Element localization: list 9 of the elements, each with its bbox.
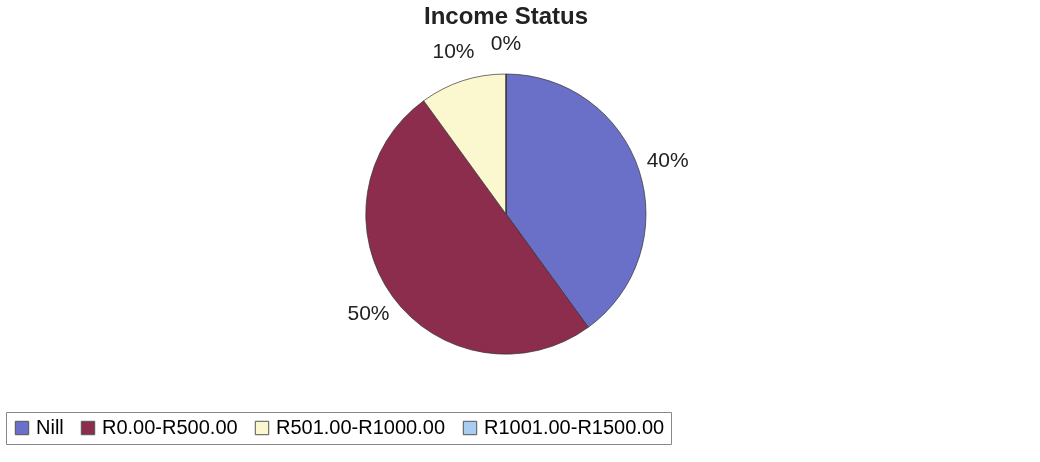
legend-label: Nill xyxy=(36,416,64,438)
legend-label: R1001.00-R1500.00 xyxy=(484,416,665,438)
legend-label: R0.00-R500.00 xyxy=(102,416,238,438)
legend-label: R501.00-R1000.00 xyxy=(276,416,446,438)
data-label: 10% xyxy=(432,39,475,63)
data-label: 40% xyxy=(646,148,689,172)
text: 0% xyxy=(490,31,522,54)
chart-title: Income Status xyxy=(423,2,589,29)
data-label: 50% xyxy=(347,300,390,324)
